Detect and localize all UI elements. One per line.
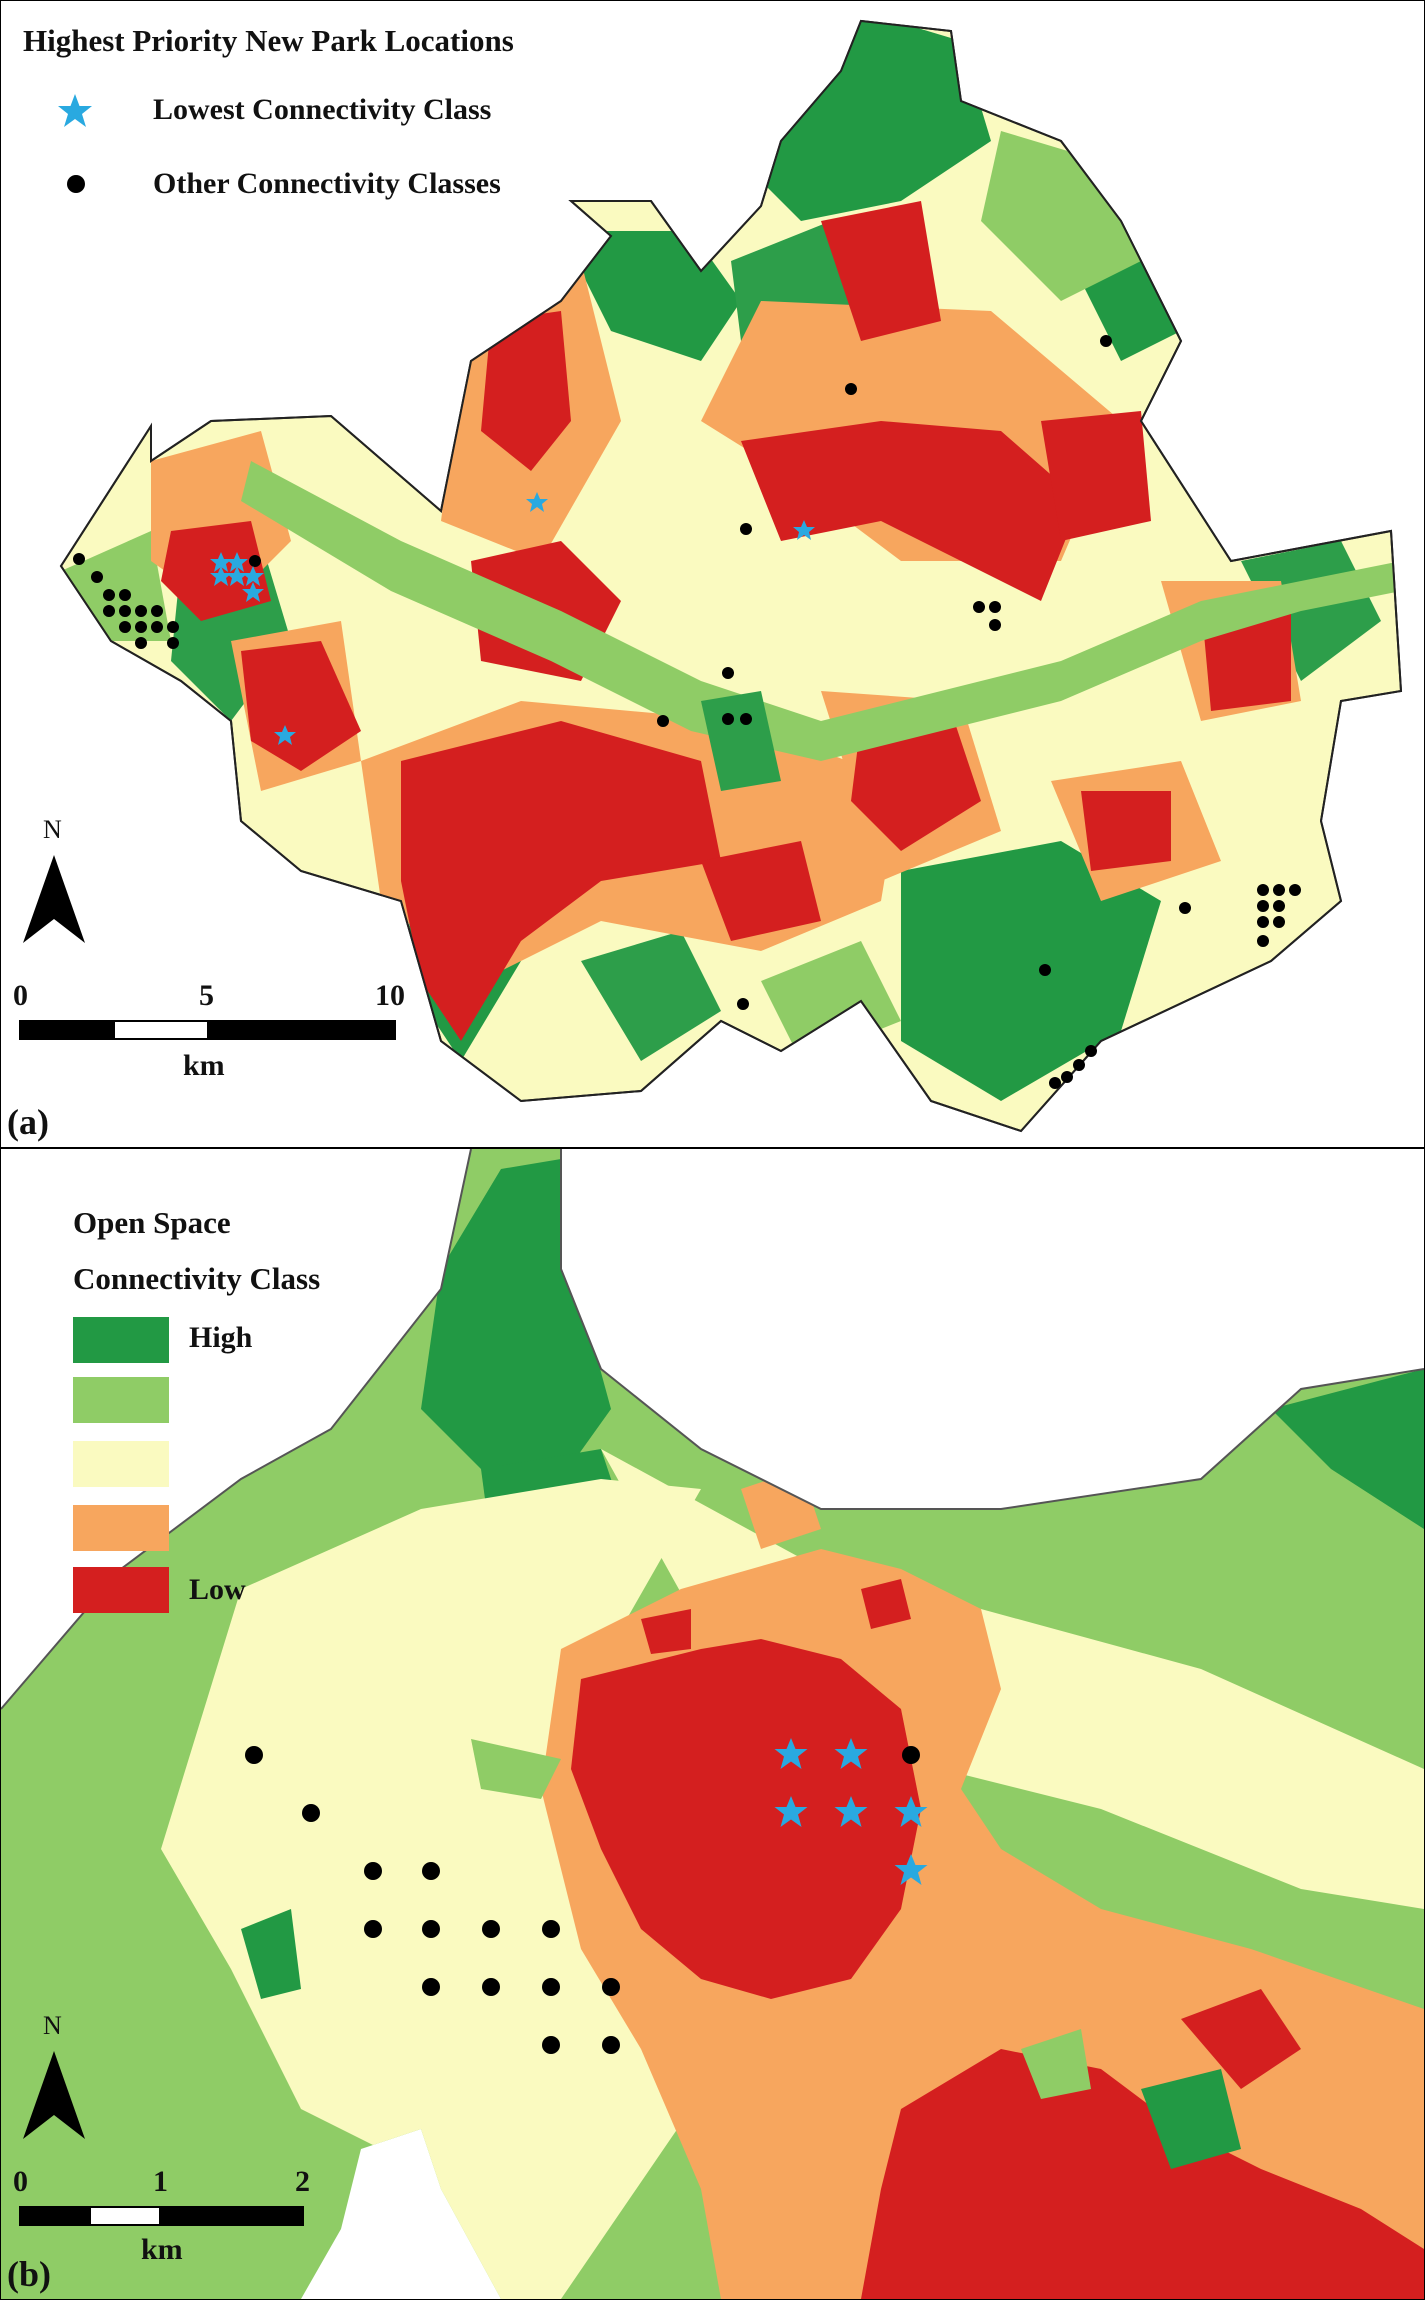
citywide-connectivity-map bbox=[60, 20, 1402, 1132]
legend-item-other-connectivity: Other Connectivity Classes bbox=[153, 167, 501, 200]
scale-bar bbox=[19, 2206, 304, 2226]
legend-swatch-low bbox=[73, 1567, 169, 1613]
north-arrow-icon bbox=[23, 855, 85, 943]
scale-tick-mid: 1 bbox=[153, 2165, 168, 2198]
legend-label-low: Low bbox=[189, 1573, 246, 1606]
dot-icon bbox=[67, 175, 85, 193]
legend-swatch-class-3 bbox=[73, 1441, 169, 1487]
legend-swatch-class-4 bbox=[73, 1505, 169, 1551]
legend-swatch-high bbox=[73, 1317, 169, 1363]
scale-unit: km bbox=[141, 2233, 183, 2266]
legend-title-line2: Connectivity Class bbox=[73, 1261, 321, 1296]
park-location-markers bbox=[73, 335, 1301, 1089]
scale-tick-0: 0 bbox=[13, 979, 28, 1012]
north-label: N bbox=[43, 2011, 62, 2040]
scale-tick-mid: 5 bbox=[199, 979, 214, 1012]
scale-tick-end: 10 bbox=[375, 979, 405, 1012]
panel-a-citywide-map: Highest Priority New Park Locations Lowe… bbox=[0, 0, 1425, 1148]
panel-label-b: (b) bbox=[7, 2254, 51, 2294]
panel-b-zoomed-map: Open Space Connectivity Class High Low N… bbox=[0, 1148, 1425, 2300]
legend-title: Highest Priority New Park Locations bbox=[23, 23, 514, 58]
legend-label-high: High bbox=[189, 1321, 253, 1354]
scale-unit: km bbox=[183, 1049, 225, 1082]
scale-tick-end: 2 bbox=[295, 2165, 310, 2198]
zoomed-connectivity-map bbox=[1, 1149, 1424, 2299]
panel-label-a: (a) bbox=[7, 1102, 49, 1142]
scale-tick-0: 0 bbox=[13, 2165, 28, 2198]
legend-item-lowest-connectivity: Lowest Connectivity Class bbox=[153, 93, 492, 126]
legend-swatch-class-2 bbox=[73, 1377, 169, 1423]
legend-title-line1: Open Space bbox=[73, 1205, 231, 1240]
north-arrow-icon bbox=[23, 2051, 85, 2139]
north-label: N bbox=[43, 815, 62, 844]
zoomed-park-markers bbox=[245, 1738, 928, 2054]
scale-bar bbox=[19, 1020, 396, 1040]
star-icon bbox=[58, 94, 92, 127]
